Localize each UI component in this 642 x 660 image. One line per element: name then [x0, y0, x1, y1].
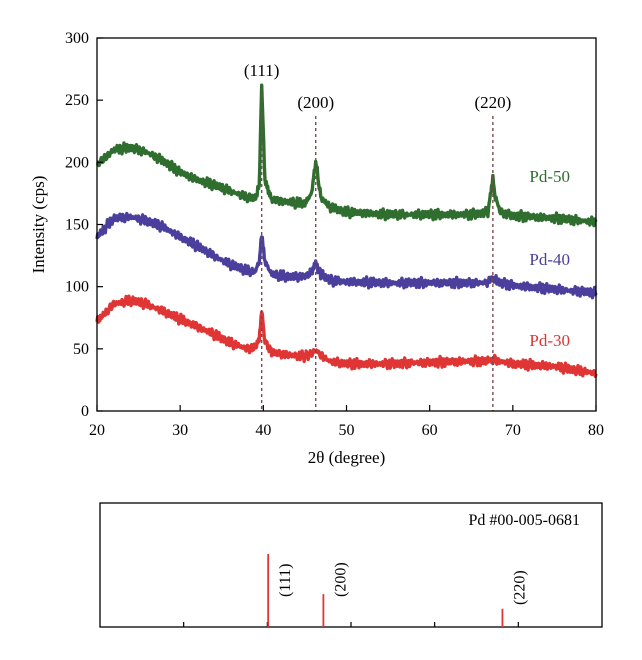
- y-tick-label: 150: [65, 217, 89, 234]
- y-tick-label: 300: [65, 30, 89, 47]
- y-tick-label: 0: [81, 403, 89, 420]
- x-tick-label: 80: [588, 422, 604, 439]
- x-tick-label: 20: [89, 422, 105, 439]
- series-line-pd-40: [95, 211, 598, 300]
- series-lines: [95, 83, 598, 378]
- series-line-pd-50: [95, 83, 598, 228]
- y-tick-label: 50: [73, 341, 89, 358]
- series-labels: Pd-50 Pd-40 Pd-30: [529, 167, 570, 350]
- series-label: Pd-50: [529, 167, 570, 186]
- peak-label: (111): [244, 61, 280, 80]
- reference-card-title: Pd #00-005-0681: [468, 512, 580, 529]
- y-tick-label: 100: [65, 279, 89, 296]
- y-axis-label: Intensity (cps): [29, 176, 48, 274]
- series-label: Pd-30: [529, 331, 570, 350]
- peak-label: (220): [474, 93, 511, 112]
- series-line-pd-30: [95, 294, 598, 378]
- reference-pattern-plot: (111) (200) (220) Pd #00-005-0681: [99, 502, 603, 628]
- y-axis-ticks: 0 50 100 150 200 250 300: [65, 30, 103, 420]
- x-tick-label: 50: [339, 422, 355, 439]
- x-tick-label: 70: [505, 422, 521, 439]
- reference-x-ticks: [183, 622, 519, 627]
- y-tick-label: 250: [65, 92, 89, 109]
- x-tick-label: 60: [422, 422, 438, 439]
- x-tick-label: 40: [255, 422, 271, 439]
- series-label: Pd-40: [529, 250, 570, 269]
- peak-marker-lines: (111) (200) (220): [244, 61, 511, 411]
- reference-peak-label: (200): [332, 562, 349, 597]
- reference-peaks: (111) (200) (220): [267, 554, 528, 627]
- y-tick-label: 200: [65, 154, 89, 171]
- reference-peak-label: (220): [511, 570, 528, 605]
- plot-frame: [96, 37, 597, 412]
- peak-label: (200): [297, 93, 334, 112]
- reference-peak-label: (111): [277, 564, 294, 597]
- x-axis-ticks: 20 30 40 50 60 70 80: [89, 405, 604, 439]
- xrd-pattern-plot: (111) (200) (220) 20 30 40 50 60 70 80 0 50 100 150…: [29, 30, 604, 467]
- x-tick-label: 30: [172, 422, 188, 439]
- x-axis-label: 2θ (degree): [308, 448, 386, 467]
